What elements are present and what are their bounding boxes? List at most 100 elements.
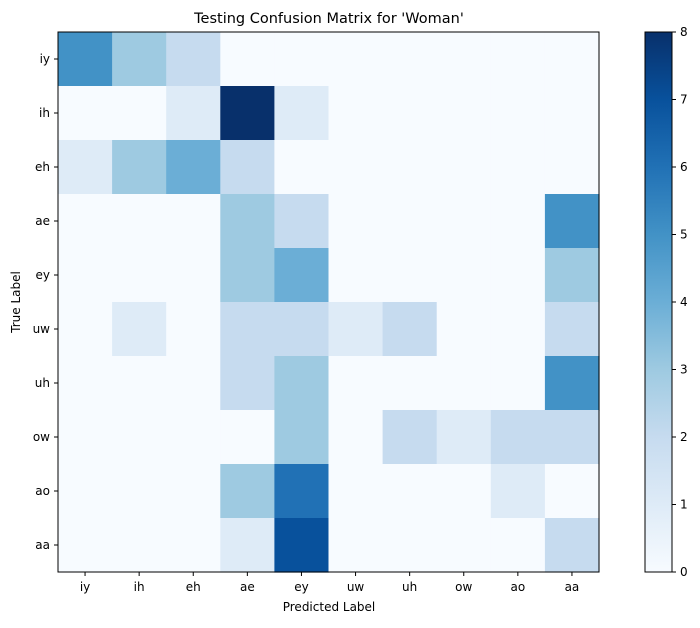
heatmap-cell-ey-aa	[544, 248, 600, 303]
heatmap-cell-ow-iy	[58, 410, 113, 465]
heatmap-cell-ey-ih	[112, 248, 167, 303]
heatmap-cell-eh-iy	[58, 140, 113, 195]
heatmap-cell-ey-iy	[58, 248, 113, 303]
y-tick-label: uh	[35, 376, 50, 390]
x-tick-label: eh	[186, 580, 201, 594]
heatmap-cell-ao-uh	[382, 464, 438, 519]
heatmap-cell-aa-ao	[490, 518, 546, 573]
y-tick-label: eh	[35, 160, 50, 174]
heatmap-cell-uh-ao	[490, 356, 546, 411]
heatmap-cell-eh-ey	[274, 140, 330, 195]
x-tick-label: ey	[294, 580, 308, 594]
x-tick-label: aa	[565, 580, 580, 594]
heatmap-cell-aa-eh	[166, 518, 221, 573]
heatmap-cell-eh-ao	[490, 140, 546, 195]
colorbar-tick-label: 0	[680, 565, 688, 579]
heatmap-cell-ey-ae	[220, 248, 275, 303]
colorbar-ticks: 0 1 2 3 4 5 6 7 8	[672, 25, 688, 579]
heatmap-cell-uw-ey	[274, 302, 330, 357]
heatmap-cell-iy-ow	[436, 32, 492, 87]
x-tick-label: ow	[455, 580, 472, 594]
heatmap-cell-ae-uw	[328, 194, 384, 249]
heatmap-cell-uw-aa	[544, 302, 600, 357]
y-tick-label: aa	[35, 538, 50, 552]
x-axis-ticks: iy ih eh ae ey uw uh ow ao aa	[80, 572, 579, 594]
y-tick-label: ow	[33, 430, 50, 444]
colorbar-tick-label: 3	[680, 363, 688, 377]
heatmap-cell-uh-iy	[58, 356, 113, 411]
x-tick-label: uh	[402, 580, 417, 594]
heatmap-cell-ih-iy	[58, 86, 113, 141]
colorbar-tick-label: 5	[680, 228, 688, 242]
heatmap-cell-ih-uh	[382, 86, 438, 141]
heatmap-cell-uh-ow	[436, 356, 492, 411]
colorbar-tick-label: 8	[680, 25, 688, 39]
heatmap-cell-ih-ih	[112, 86, 167, 141]
heatmap-cell-ae-ao	[490, 194, 546, 249]
heatmap-cell-uw-uw	[328, 302, 384, 357]
heatmap-cell-iy-ih	[112, 32, 167, 87]
heatmap-cell-eh-ae	[220, 140, 275, 195]
y-tick-label: ih	[39, 106, 50, 120]
heatmap-cell-ao-ao	[490, 464, 546, 519]
heatmap-cell-ao-ae	[220, 464, 275, 519]
heatmap-cell-uh-aa	[544, 356, 600, 411]
heatmap-cell-ow-ae	[220, 410, 275, 465]
heatmap-cell-eh-ow	[436, 140, 492, 195]
heatmap-cell-ae-eh	[166, 194, 221, 249]
heatmap-cell-ow-eh	[166, 410, 221, 465]
heatmap-cell-ih-ao	[490, 86, 546, 141]
heatmap-cell-aa-ih	[112, 518, 167, 573]
heatmap-cell-ao-ey	[274, 464, 330, 519]
heatmap-cell-ih-ey	[274, 86, 330, 141]
heatmap-cell-uw-ih	[112, 302, 167, 357]
heatmap-cell-ey-ow	[436, 248, 492, 303]
heatmap-cell-ao-ow	[436, 464, 492, 519]
colorbar	[644, 31, 673, 573]
heatmap-cell-ih-ae	[220, 86, 275, 141]
heatmap-cell-eh-aa	[544, 140, 600, 195]
heatmap-cell-iy-uw	[328, 32, 384, 87]
heatmap-cell-ae-iy	[58, 194, 113, 249]
y-tick-label: ao	[35, 484, 50, 498]
heatmap-cell-ow-ow	[436, 410, 492, 465]
colorbar-tick-label: 6	[680, 160, 688, 174]
x-tick-label: uw	[347, 580, 365, 594]
heatmap-cell-iy-aa	[544, 32, 600, 87]
heatmap-cell-ow-uh	[382, 410, 438, 465]
y-tick-label: uw	[33, 322, 51, 336]
heatmap-cell-aa-ae	[220, 518, 275, 573]
heatmap-cell-ih-aa	[544, 86, 600, 141]
heatmap-cell-uw-ow	[436, 302, 492, 357]
heatmap-cell-ao-iy	[58, 464, 113, 519]
heatmap-cell-eh-uw	[328, 140, 384, 195]
heatmap-cell-ey-eh	[166, 248, 221, 303]
y-tick-label: iy	[40, 52, 50, 66]
heatmap-cell-ao-eh	[166, 464, 221, 519]
x-tick-label: ao	[510, 580, 525, 594]
heatmap-cell-iy-uh	[382, 32, 438, 87]
chart-title: Testing Confusion Matrix for 'Woman'	[193, 11, 464, 27]
heatmap-cell-aa-ey	[274, 518, 330, 573]
heatmap-cell-uh-ih	[112, 356, 167, 411]
heatmap-cell-ey-uh	[382, 248, 438, 303]
heatmap-cell-ey-ao	[490, 248, 546, 303]
heatmap-cell-aa-iy	[58, 518, 113, 573]
colorbar-tick-label: 4	[680, 295, 688, 309]
heatmap-cell-aa-aa	[544, 518, 600, 573]
heatmap-cell-eh-uh	[382, 140, 438, 195]
heatmap-cell-ae-ih	[112, 194, 167, 249]
x-tick-label: iy	[80, 580, 90, 594]
heatmap-cell-aa-ow	[436, 518, 492, 573]
heatmap-cell-ao-aa	[544, 464, 600, 519]
heatmap-cell-uw-ae	[220, 302, 275, 357]
heatmap-cell-eh-ih	[112, 140, 167, 195]
heatmap-cell-ow-aa	[544, 410, 600, 465]
heatmap-cell-iy-iy	[58, 32, 113, 87]
heatmap-cell-uw-ao	[490, 302, 546, 357]
heatmap-cell-uw-iy	[58, 302, 113, 357]
x-tick-label: ae	[240, 580, 255, 594]
x-axis-label: Predicted Label	[283, 600, 376, 614]
heatmap-cell-uh-ae	[220, 356, 275, 411]
